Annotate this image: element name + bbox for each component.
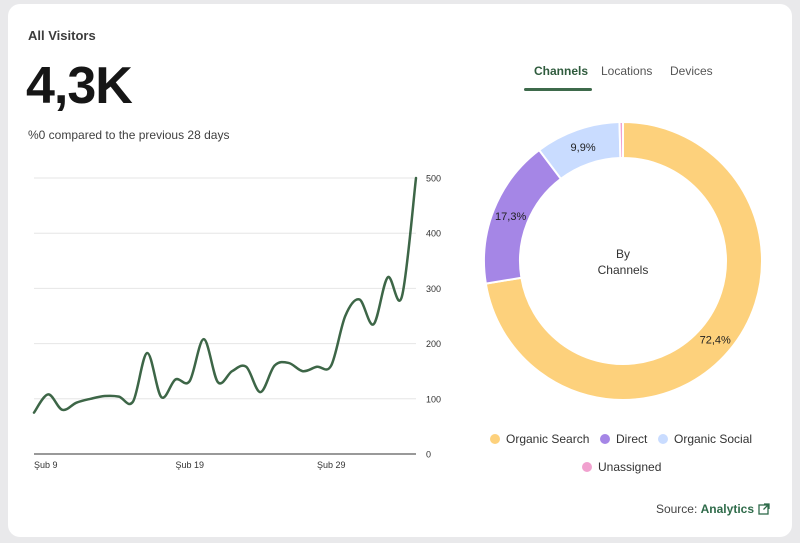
tab-locations[interactable]: Locations [601, 64, 653, 78]
legend-label: Organic Search [506, 432, 590, 446]
legend-swatch [658, 434, 668, 444]
x-tick-label: Şub 29 [317, 460, 346, 470]
donut-center-label: Channels [598, 263, 649, 277]
external-link-icon[interactable] [758, 503, 770, 518]
legend-swatch [600, 434, 610, 444]
y-tick-label: 0 [426, 450, 431, 460]
legend-label: Unassigned [598, 460, 662, 474]
source-prefix: Source: [655, 502, 698, 516]
total-visitors-value: 4,3K [26, 57, 133, 115]
card-title: All Visitors [28, 28, 96, 43]
legend-item-unassigned[interactable]: Unassigned [582, 460, 661, 474]
visitors-series-line [32, 176, 418, 414]
slice-label: 9,9% [571, 142, 596, 154]
source-link[interactable]: Analytics [700, 502, 754, 516]
x-tick-label: Şub 9 [34, 460, 58, 470]
x-tick-label: Şub 19 [175, 460, 204, 470]
source-line: Source: Analytics [656, 502, 770, 518]
legend-swatch [490, 434, 500, 444]
comparison-text: %0 compared to the previous 28 days [28, 128, 230, 142]
y-tick-label: 400 [426, 229, 441, 239]
donut-slice-unassigned[interactable] [618, 120, 624, 160]
y-tick-label: 100 [426, 394, 441, 404]
legend-label: Organic Social [674, 432, 753, 446]
y-tick-label: 200 [426, 339, 441, 349]
visitors-card: All Visitors 4,3K %0 compared to the pre… [8, 4, 792, 537]
active-tab-indicator [524, 88, 592, 91]
y-tick-label: 300 [426, 284, 441, 294]
legend-swatch [582, 462, 592, 472]
visitors-line-chart: 0 100 200 300 400 500 Şub 9 Şub 19 Şub 29 [32, 174, 441, 470]
legend-item-direct[interactable]: Direct [600, 432, 647, 446]
legend-label: Direct [616, 432, 648, 446]
legend-item-organic-search[interactable]: Organic Search [490, 432, 589, 446]
y-tick-label: 500 [426, 174, 441, 184]
donut-slice-organic-search[interactable] [484, 120, 763, 401]
tab-devices[interactable]: Devices [670, 64, 713, 78]
channels-donut-chart: 72,4% 17,3% 9,9% By Channels [483, 120, 763, 401]
slice-label: 17,3% [495, 211, 526, 223]
donut-center-label: By [616, 247, 630, 261]
legend-item-organic-social[interactable]: Organic Social [658, 432, 752, 446]
tab-channels[interactable]: Channels [534, 64, 589, 78]
slice-label: 72,4% [700, 334, 731, 346]
